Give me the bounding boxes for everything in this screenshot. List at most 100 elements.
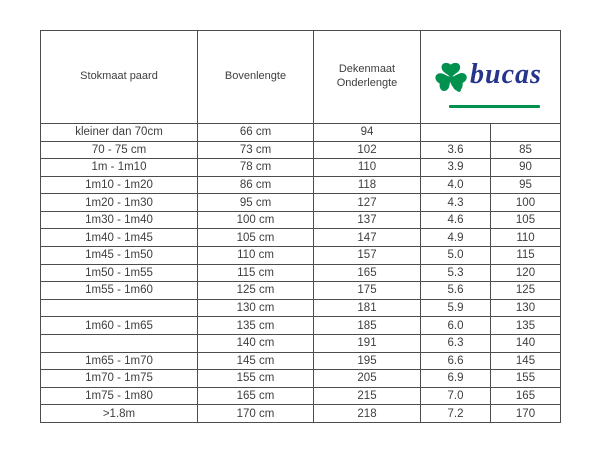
brand-logo-cell: bucas [420, 30, 561, 124]
table-cell: 157 [313, 246, 421, 265]
table-cell: 175 [313, 281, 421, 300]
table-cell: 137 [313, 210, 421, 230]
table-cell: 100 [490, 193, 561, 212]
table-cell: 100 cm [197, 210, 314, 230]
table-cell: 78 cm [197, 158, 314, 177]
table-cell [420, 123, 491, 142]
table-row: 1m30 - 1m40 100 cm 137 4.6 105 [40, 210, 561, 230]
table-cell: 105 [490, 210, 561, 230]
table-row: >1.8m 170 cm 218 7.2 170 [40, 404, 561, 423]
table-row: 130 cm 181 5.9 130 [40, 298, 561, 318]
table-cell: 86 cm [197, 175, 314, 195]
table-cell: 195 [313, 351, 421, 371]
table-cell: 140 cm [197, 333, 314, 353]
table-cell: 95 [490, 175, 561, 195]
table-cell: 218 [313, 404, 421, 423]
table-cell: 135 [490, 316, 561, 335]
table-cell: 125 cm [197, 281, 314, 300]
table-cell: 135 cm [197, 316, 314, 335]
table-cell: 1m75 - 1m80 [40, 386, 198, 406]
table-cell: 94 [313, 123, 421, 142]
table-cell: 1m30 - 1m40 [40, 210, 198, 230]
table-cell: 5.3 [420, 263, 491, 283]
table-row: 140 cm 191 6.3 140 [40, 333, 561, 353]
table-cell: 6.6 [420, 351, 491, 371]
bucas-logo: bucas [435, 45, 546, 123]
table-row: 1m55 - 1m60 125 cm 175 5.6 125 [40, 281, 561, 300]
table-cell: 127 [313, 193, 421, 212]
table-cell: 1m65 - 1m70 [40, 351, 198, 371]
table-cell: 110 [490, 228, 561, 248]
column-header-stokmaat-paard: Stokmaat paard [40, 30, 198, 124]
table-cell: 125 [490, 281, 561, 300]
table-cell: 147 [313, 228, 421, 248]
brand-name: bucas [470, 58, 542, 90]
table-cell [40, 333, 198, 353]
table-cell: 110 cm [197, 246, 314, 265]
table-cell: 165 cm [197, 386, 314, 406]
logo-underline [449, 105, 540, 109]
table-row: 1m50 - 1m55 115 cm 165 5.3 120 [40, 263, 561, 283]
table-cell: 1m20 - 1m30 [40, 193, 198, 212]
table-row: kleiner dan 70cm 66 cm 94 [40, 123, 561, 142]
table-cell: 155 cm [197, 369, 314, 388]
table-cell: 70 - 75 cm [40, 140, 198, 160]
table-cell: 165 [313, 263, 421, 283]
table-cell: 4.6 [420, 210, 491, 230]
column-header-dekenmaat-onderlengte: Dekenmaat Onderlengte [313, 30, 421, 124]
table-cell: 85 [490, 140, 561, 160]
table-cell: 5.0 [420, 246, 491, 265]
size-chart-table: Stokmaat paard Bovenlengte Dekenmaat Ond… [40, 30, 561, 423]
table-cell: 6.0 [420, 316, 491, 335]
table-row: 1m65 - 1m70 145 cm 195 6.6 145 [40, 351, 561, 371]
table-row: 1m75 - 1m80 165 cm 215 7.0 165 [40, 386, 561, 406]
table-row: 1m70 - 1m75 155 cm 205 6.9 155 [40, 369, 561, 388]
table-cell: 191 [313, 333, 421, 353]
table-body: kleiner dan 70cm 66 cm 94 70 - 75 cm 73 cm 10… [40, 123, 561, 423]
table-cell: 5.6 [420, 281, 491, 300]
table-cell: 170 [490, 404, 561, 423]
table-cell: 185 [313, 316, 421, 335]
table-cell: 3.6 [420, 140, 491, 160]
table-cell: 1m55 - 1m60 [40, 281, 198, 300]
table-cell: 66 cm [197, 123, 314, 142]
table-cell: 1m10 - 1m20 [40, 175, 198, 195]
table-cell: 140 [490, 333, 561, 353]
table-row: 1m60 - 1m65 135 cm 185 6.0 135 [40, 316, 561, 335]
table-cell: 215 [313, 386, 421, 406]
table-cell: 95 cm [197, 193, 314, 212]
table-cell: 115 cm [197, 263, 314, 283]
table-cell: 4.3 [420, 193, 491, 212]
table-cell: 165 [490, 386, 561, 406]
table-cell: 6.3 [420, 333, 491, 353]
table-row: 1m10 - 1m20 86 cm 118 4.0 95 [40, 175, 561, 195]
table-cell: kleiner dan 70cm [40, 123, 198, 142]
table-cell: 145 [490, 351, 561, 371]
table-cell: 4.9 [420, 228, 491, 248]
table-cell: 205 [313, 369, 421, 388]
table-cell: 110 [313, 158, 421, 177]
table-cell: 7.2 [420, 404, 491, 423]
table-cell: 1m40 - 1m45 [40, 228, 198, 248]
table-row: 70 - 75 cm 73 cm 102 3.6 85 [40, 140, 561, 160]
table-cell: >1.8m [40, 404, 198, 423]
table-cell: 5.9 [420, 298, 491, 318]
table-row: 1m45 - 1m50 110 cm 157 5.0 115 [40, 246, 561, 265]
table-cell: 118 [313, 175, 421, 195]
table-cell: 170 cm [197, 404, 314, 423]
table-cell: 145 cm [197, 351, 314, 371]
table-cell: 105 cm [197, 228, 314, 248]
table-row: 1m - 1m10 78 cm 110 3.9 90 [40, 158, 561, 177]
table-row: 1m20 - 1m30 95 cm 127 4.3 100 [40, 193, 561, 212]
table-cell: 90 [490, 158, 561, 177]
table-cell: 4.0 [420, 175, 491, 195]
table-cell: 130 cm [197, 298, 314, 318]
table-header-row: Stokmaat paard Bovenlengte Dekenmaat Ond… [40, 30, 561, 124]
table-cell: 1m60 - 1m65 [40, 316, 198, 335]
table-cell: 1m50 - 1m55 [40, 263, 198, 283]
table-cell: 1m - 1m10 [40, 158, 198, 177]
table-cell: 181 [313, 298, 421, 318]
table-cell [490, 123, 561, 142]
table-cell: 1m70 - 1m75 [40, 369, 198, 388]
